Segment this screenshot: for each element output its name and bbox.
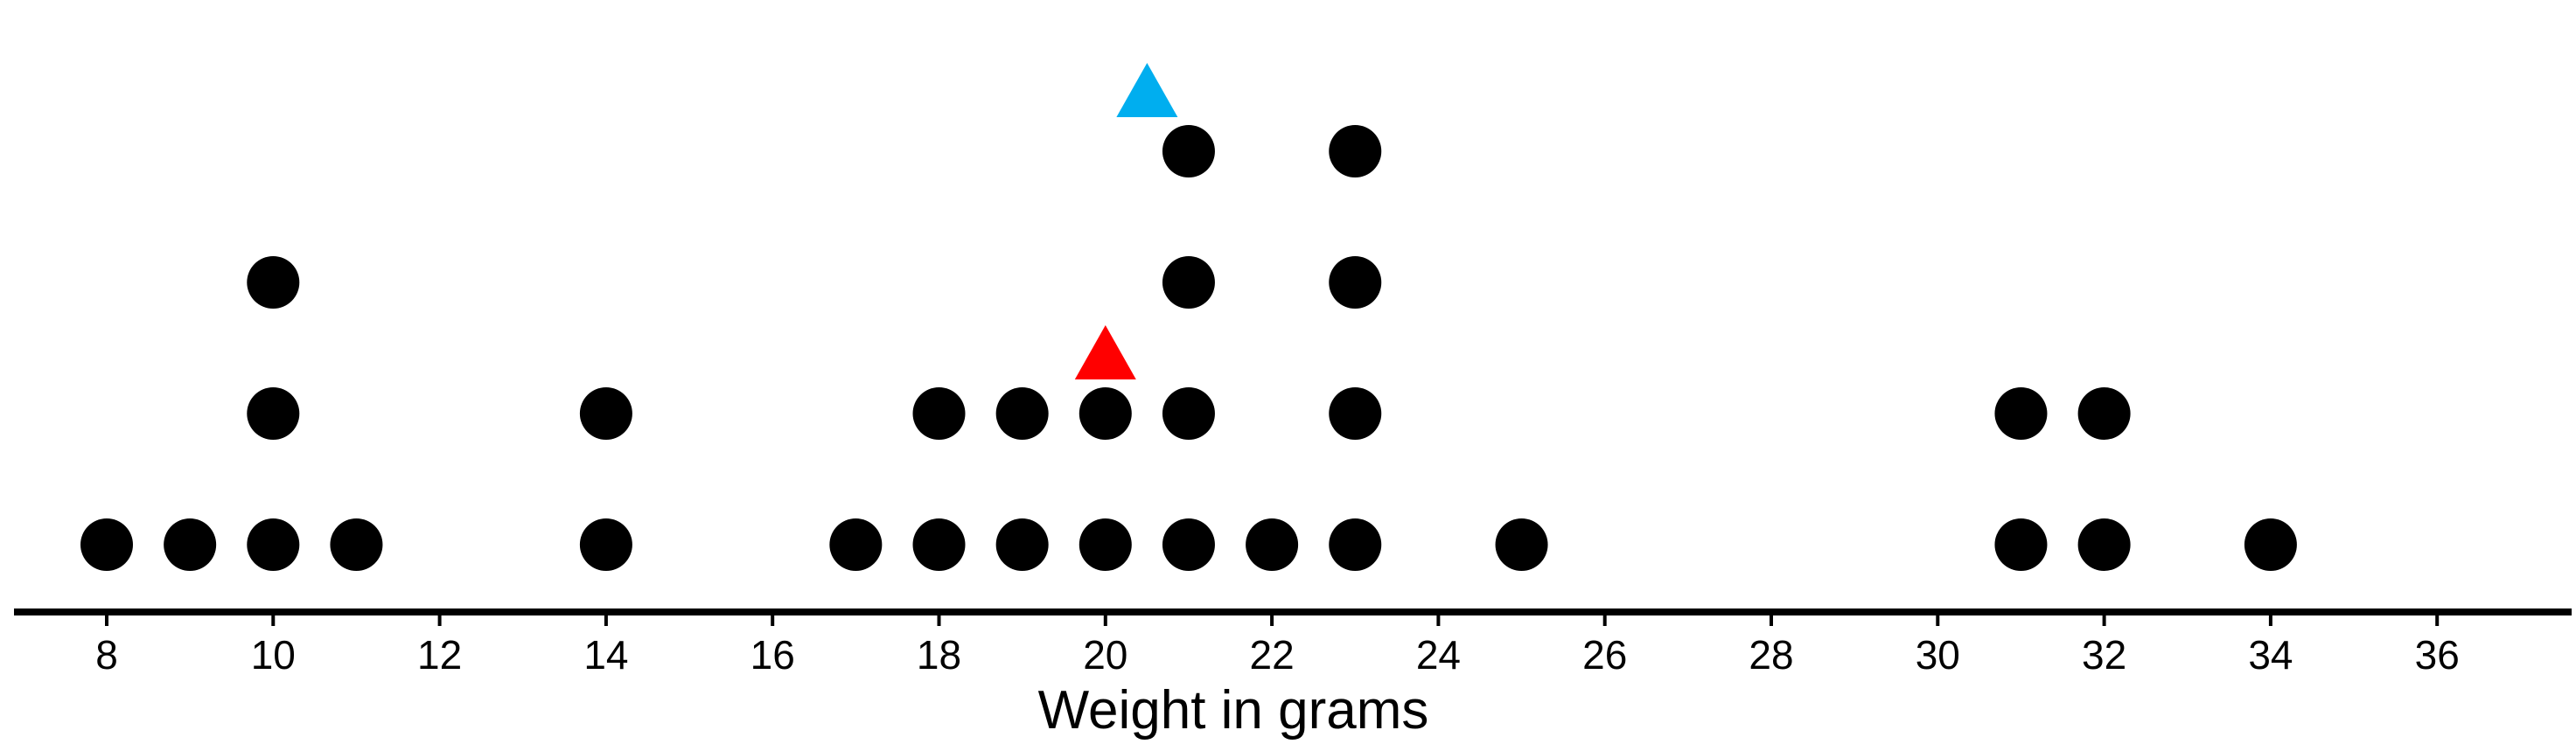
data-dot bbox=[80, 518, 133, 571]
x-tick-label: 24 bbox=[1416, 632, 1461, 678]
data-dot bbox=[1994, 518, 2048, 571]
x-tick-label: 18 bbox=[917, 632, 961, 678]
triangle-marker bbox=[1116, 63, 1178, 117]
data-dot bbox=[1162, 518, 1215, 571]
data-dot bbox=[1162, 387, 1215, 440]
data-dot bbox=[1329, 125, 1382, 177]
x-tick-label: 32 bbox=[2082, 632, 2126, 678]
x-tick-label: 12 bbox=[417, 632, 462, 678]
x-tick-label: 34 bbox=[2248, 632, 2293, 678]
data-dot bbox=[1079, 387, 1132, 440]
x-tick-label: 28 bbox=[1749, 632, 1793, 678]
x-tick-label: 22 bbox=[1250, 632, 1295, 678]
data-dot bbox=[164, 518, 217, 571]
data-dot bbox=[330, 518, 383, 571]
data-dot bbox=[247, 387, 300, 440]
x-tick-label: 10 bbox=[251, 632, 296, 678]
data-dot bbox=[579, 518, 632, 571]
x-tick-label: 14 bbox=[583, 632, 628, 678]
data-dot bbox=[1162, 256, 1215, 309]
data-dot bbox=[829, 518, 883, 571]
x-tick-label: 16 bbox=[750, 632, 795, 678]
data-dot bbox=[1079, 518, 1132, 571]
markers-layer bbox=[1074, 63, 1178, 379]
data-dot bbox=[247, 256, 300, 309]
data-dot bbox=[912, 518, 966, 571]
data-dot bbox=[1246, 518, 1299, 571]
x-tick-label: 8 bbox=[95, 632, 118, 678]
data-dot bbox=[912, 387, 966, 440]
x-tick-label: 26 bbox=[1582, 632, 1627, 678]
x-tick-label: 36 bbox=[2415, 632, 2460, 678]
data-dot bbox=[1329, 518, 1382, 571]
data-dot bbox=[1495, 518, 1548, 571]
data-dot bbox=[1994, 387, 2048, 440]
x-axis-ticks: 8 10 12 14 16 18 20 22 24 26 28 30 32 34 36 bbox=[95, 612, 2460, 678]
data-dot bbox=[579, 387, 632, 440]
x-axis-title: Weight in grams bbox=[1038, 680, 1429, 741]
data-dot bbox=[1329, 387, 1382, 440]
data-dot bbox=[2077, 387, 2131, 440]
data-dot bbox=[995, 518, 1049, 571]
data-dot bbox=[995, 387, 1049, 440]
data-dot bbox=[2244, 518, 2297, 571]
data-dot bbox=[247, 518, 300, 571]
data-dot bbox=[2077, 518, 2131, 571]
data-dot bbox=[1162, 125, 1215, 177]
data-dot bbox=[1329, 256, 1382, 309]
x-tick-label: 20 bbox=[1083, 632, 1127, 678]
x-tick-label: 30 bbox=[1916, 632, 1960, 678]
triangle-marker bbox=[1074, 325, 1136, 379]
dots-layer bbox=[80, 125, 2297, 571]
